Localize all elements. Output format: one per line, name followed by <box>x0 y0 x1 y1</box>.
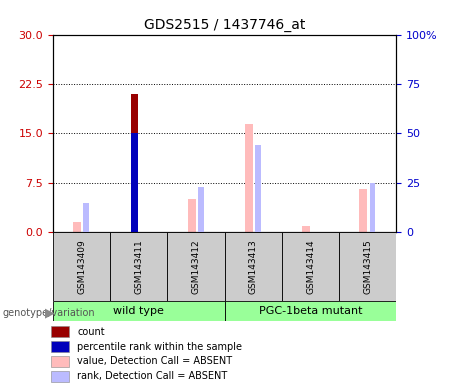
Text: PGC-1beta mutant: PGC-1beta mutant <box>259 306 362 316</box>
Bar <box>53 301 225 321</box>
Bar <box>73 222 81 232</box>
Bar <box>255 145 261 232</box>
Bar <box>110 232 167 301</box>
Text: wild type: wild type <box>113 306 164 316</box>
Text: ▶: ▶ <box>45 306 55 319</box>
Bar <box>51 371 69 382</box>
Bar <box>198 187 204 232</box>
Bar <box>302 226 310 232</box>
Bar <box>53 232 110 301</box>
Bar <box>51 341 69 352</box>
Bar <box>131 94 138 232</box>
Bar <box>225 232 282 301</box>
Text: value, Detection Call = ABSENT: value, Detection Call = ABSENT <box>77 356 232 366</box>
Bar <box>83 203 89 232</box>
Text: genotype/variation: genotype/variation <box>2 308 95 318</box>
Text: GSM143414: GSM143414 <box>306 240 315 294</box>
Bar <box>167 232 225 301</box>
Bar <box>51 356 69 367</box>
Text: GSM143411: GSM143411 <box>134 240 143 294</box>
Text: GSM143415: GSM143415 <box>363 240 372 294</box>
Text: GSM143412: GSM143412 <box>192 240 201 294</box>
Text: GSM143409: GSM143409 <box>77 240 86 294</box>
Text: GSM143413: GSM143413 <box>249 240 258 294</box>
Text: count: count <box>77 327 105 337</box>
Bar <box>245 124 253 232</box>
Bar <box>51 326 69 337</box>
Text: percentile rank within the sample: percentile rank within the sample <box>77 341 242 351</box>
Bar <box>339 232 396 301</box>
Title: GDS2515 / 1437746_at: GDS2515 / 1437746_at <box>144 18 306 32</box>
Bar <box>359 189 367 232</box>
Text: rank, Detection Call = ABSENT: rank, Detection Call = ABSENT <box>77 371 227 381</box>
Bar <box>188 199 195 232</box>
Bar <box>225 301 396 321</box>
Bar <box>282 232 339 301</box>
Bar <box>131 134 138 232</box>
Bar <box>370 183 375 232</box>
